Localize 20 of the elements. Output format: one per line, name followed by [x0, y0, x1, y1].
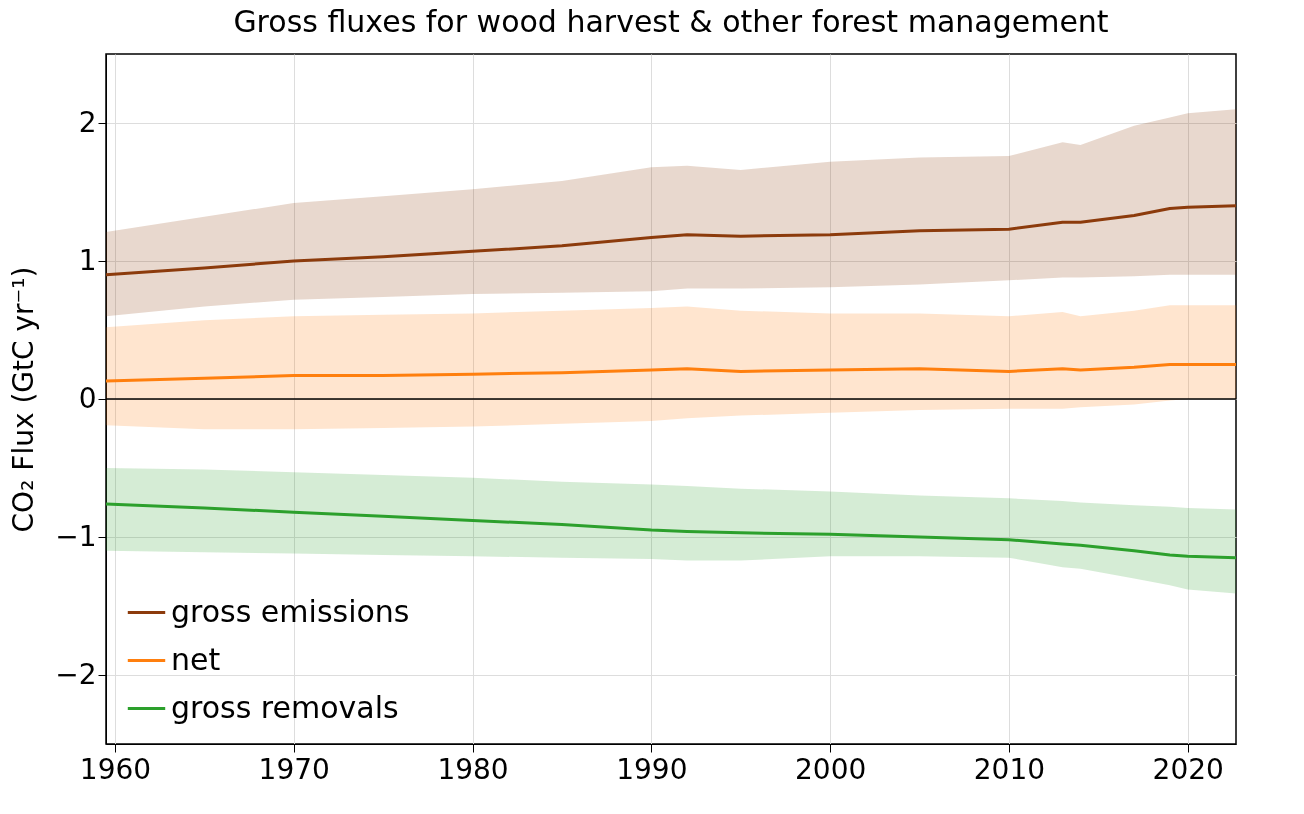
y-tick-label: 2: [78, 105, 97, 139]
x-tick-label: 2020: [1152, 752, 1224, 786]
y-tick-label: 1: [78, 243, 97, 277]
legend-label: gross emissions: [171, 593, 410, 629]
x-tick-label: 1980: [437, 752, 509, 786]
line-series: [106, 363, 1236, 383]
y-tick-label: −2: [55, 657, 97, 691]
line-series: [106, 204, 1236, 277]
y-tick-label: 0: [78, 381, 97, 415]
y-tick-label: −1: [55, 519, 97, 553]
x-tick-label: 1960: [79, 752, 152, 786]
legend-label: net: [171, 641, 221, 677]
legend-label: gross removals: [171, 689, 399, 725]
y-axis-title: CO₂ Flux (GtC yr⁻¹): [7, 266, 41, 533]
x-tick-label: 2010: [973, 752, 1046, 786]
x-tick-label: 2000: [795, 752, 867, 786]
x-tick-label: 1970: [258, 752, 330, 786]
chart-title: Gross fluxes for wood harvest & other forest management: [233, 4, 1109, 39]
x-tick-label: 1990: [616, 752, 688, 786]
line-series: [106, 502, 1236, 560]
